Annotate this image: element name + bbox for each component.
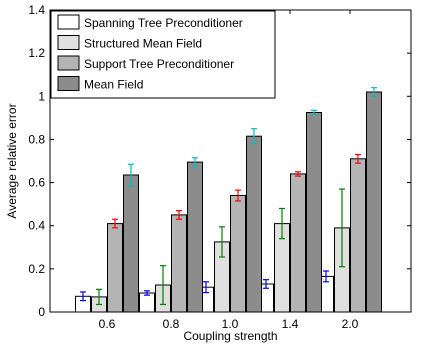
y-tick-label: 1.4 — [28, 3, 45, 17]
legend-label: Structured Mean Field — [84, 37, 202, 51]
y-axis-title: Average relative error — [5, 103, 19, 218]
y-tick-label: 1.2 — [28, 46, 45, 60]
y-tick-label: 0.8 — [28, 132, 45, 146]
x-tick-label: 1.0 — [222, 317, 239, 331]
y-tick-label: 1 — [38, 89, 45, 103]
y-tick-label: 0 — [38, 305, 45, 319]
bar — [230, 195, 246, 313]
legend-swatch — [57, 14, 80, 30]
bar — [246, 135, 262, 313]
bar — [350, 158, 366, 313]
x-tick-label: 2.0 — [342, 317, 359, 331]
bar — [123, 174, 139, 313]
x-axis-title: Coupling strength — [183, 329, 277, 343]
legend-label: Spanning Tree Preconditioner — [84, 16, 243, 30]
errorbars-layer — [80, 87, 377, 306]
bar — [187, 161, 203, 313]
x-tick-label: 1.4 — [282, 317, 299, 331]
y-tick-label: 0.4 — [28, 219, 45, 233]
x-tick-label: 0.6 — [99, 317, 116, 331]
legend-swatch — [57, 76, 80, 91]
legend-box — [50, 10, 276, 99]
bar — [107, 223, 123, 313]
y-tick-label: 0.6 — [28, 176, 45, 190]
bar — [139, 292, 155, 313]
bar — [366, 91, 382, 313]
bars-layer — [75, 91, 382, 313]
legend-label: Mean Field — [84, 78, 143, 92]
y-tick-label: 0.2 — [28, 262, 45, 276]
legend: Spanning Tree Preconditioner Structured M… — [50, 10, 276, 99]
x-tick-label: 0.8 — [163, 317, 180, 331]
y-axis: 0 0.2 0.4 0.6 0.8 1 1.2 1.4 — [28, 3, 411, 319]
legend-label: Support Tree Preconditioner — [84, 57, 234, 71]
x-axis: 0.6 0.8 1.0 1.4 2.0 — [99, 10, 359, 331]
bar — [306, 112, 322, 313]
bar — [171, 214, 187, 313]
legend-swatch — [57, 35, 80, 50]
legend-swatch — [57, 55, 80, 71]
bar — [290, 173, 306, 313]
